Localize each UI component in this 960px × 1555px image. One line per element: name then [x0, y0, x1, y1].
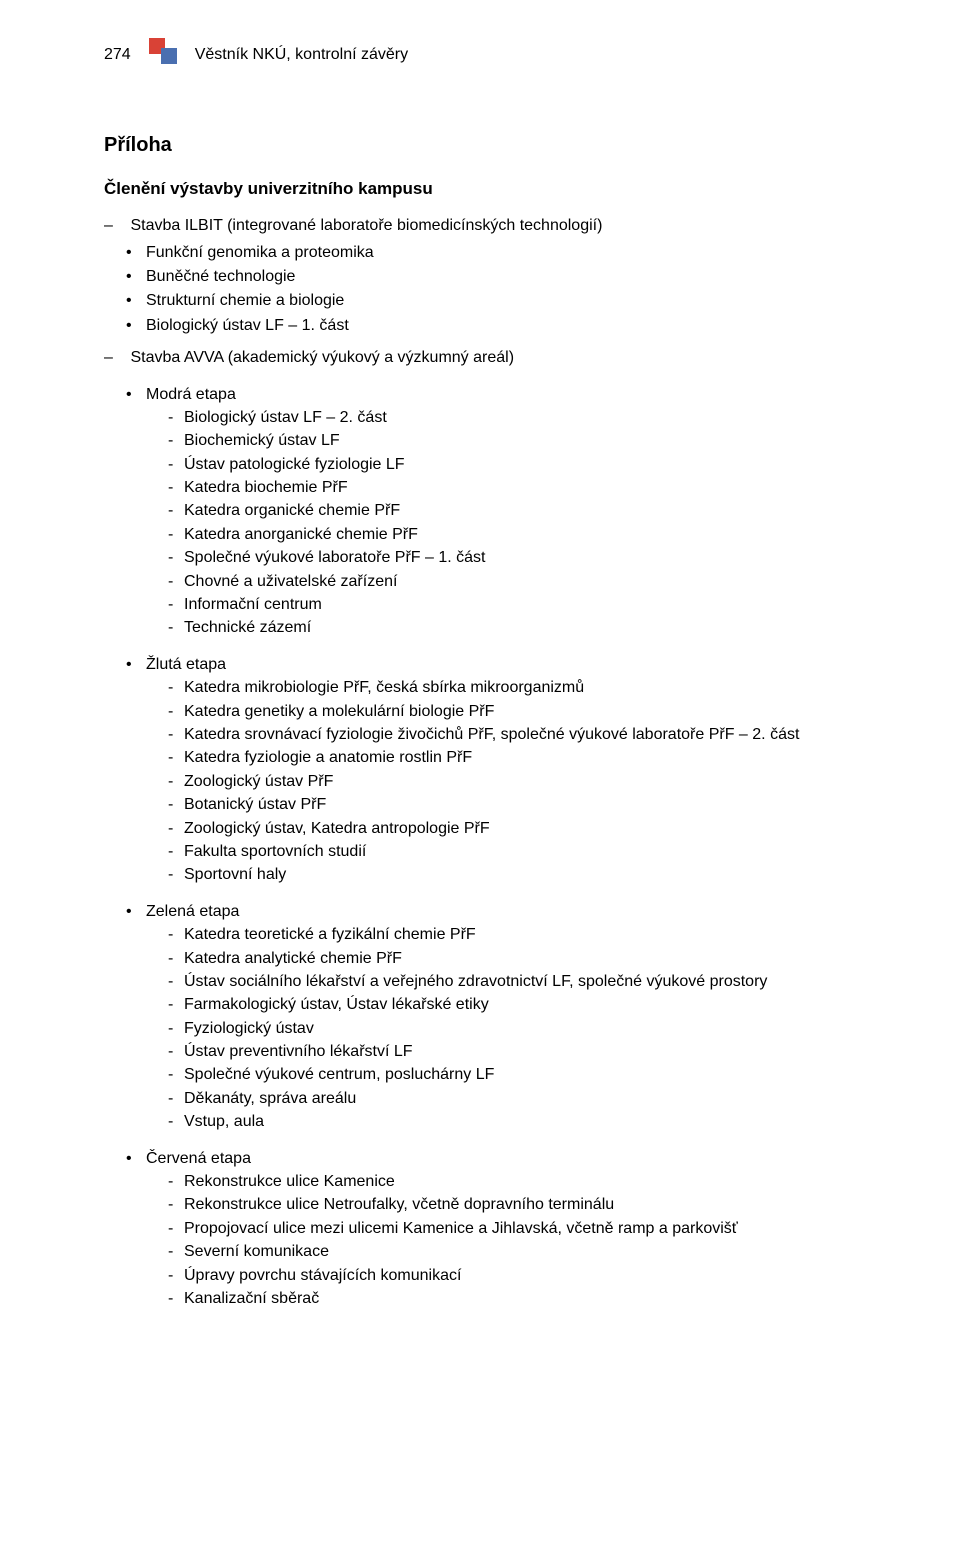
list-item: -Ústav preventivního lékařství LF: [168, 1041, 880, 1063]
list-item: -Ústav sociálního lékařství a veřejného …: [168, 971, 880, 993]
list-item: -Biochemický ústav LF: [168, 430, 880, 452]
stavba-avva: – Stavba AVVA (akademický výukový a výzk…: [104, 347, 880, 1310]
list-item: •Buněčné technologie: [126, 266, 880, 288]
list-item: -Katedra genetiky a molekulární biologie…: [168, 701, 880, 723]
page-header: 274 Věstník NKÚ, kontrolní závěry: [104, 38, 880, 71]
list-item: -Ústav patologické fyziologie LF: [168, 454, 880, 476]
list-item: -Úpravy povrchu stávajících komunikací: [168, 1265, 880, 1287]
etapa-items: -Katedra mikrobiologie PřF, česká sbírka…: [126, 677, 880, 887]
stavba2-etapy: •Modrá etapa -Biologický ústav LF – 2. č…: [104, 384, 880, 1311]
etapa-modra: •Modrá etapa -Biologický ústav LF – 2. č…: [126, 384, 880, 640]
etapa-items: -Katedra teoretické a fyzikální chemie P…: [126, 924, 880, 1134]
list-item: -Kanalizační sběrač: [168, 1288, 880, 1310]
list-item: -Severní komunikace: [168, 1241, 880, 1263]
etapa-items: -Rekonstrukce ulice Kamenice -Rekonstruk…: [126, 1171, 880, 1310]
list-item: -Sportovní haly: [168, 864, 880, 886]
logo-icon: [149, 38, 177, 71]
stavba1-items: •Funkční genomika a proteomika •Buněčné …: [104, 242, 880, 338]
list-item: -Katedra anorganické chemie PřF: [168, 524, 880, 546]
dash-bullet: –: [104, 347, 126, 369]
list-item: -Informační centrum: [168, 594, 880, 616]
etapa-label: Červená etapa: [146, 1150, 251, 1167]
list-item: -Technické zázemí: [168, 617, 880, 639]
list-item: •Funkční genomika a proteomika: [126, 242, 880, 264]
dash-bullet: –: [104, 215, 126, 237]
running-title: Věstník NKÚ, kontrolní závěry: [195, 44, 408, 66]
etapa-label: Žlutá etapa: [146, 656, 226, 673]
list-item: -Zoologický ústav PřF: [168, 771, 880, 793]
list-item: -Rekonstrukce ulice Kamenice: [168, 1171, 880, 1193]
list-item: -Katedra mikrobiologie PřF, česká sbírka…: [168, 677, 880, 699]
list-item: -Katedra organické chemie PřF: [168, 500, 880, 522]
list-item: -Vstup, aula: [168, 1111, 880, 1133]
etapa-items: -Biologický ústav LF – 2. část -Biochemi…: [126, 407, 880, 640]
list-item: -Farmakologický ústav, Ústav lékařské et…: [168, 994, 880, 1016]
list-item: -Společné výukové centrum, posluchárny L…: [168, 1064, 880, 1086]
list-item: -Fakulta sportovních studií: [168, 841, 880, 863]
etapa-zelena: •Zelená etapa -Katedra teoretické a fyzi…: [126, 901, 880, 1134]
section-title: Členění výstavby univerzitního kampusu: [104, 177, 880, 201]
etapa-zluta: •Žlutá etapa -Katedra mikrobiologie PřF,…: [126, 654, 880, 887]
list-item: -Biologický ústav LF – 2. část: [168, 407, 880, 429]
list-item: -Propojovací ulice mezi ulicemi Kamenice…: [168, 1218, 880, 1240]
list-item: -Zoologický ústav, Katedra antropologie …: [168, 818, 880, 840]
etapa-cervena: •Červená etapa -Rekonstrukce ulice Kamen…: [126, 1148, 880, 1311]
page-number: 274: [104, 44, 131, 66]
list-item: -Katedra fyziologie a anatomie rostlin P…: [168, 747, 880, 769]
etapa-label: Zelená etapa: [146, 903, 239, 920]
list-item: -Katedra analytické chemie PřF: [168, 948, 880, 970]
list-item: -Botanický ústav PřF: [168, 794, 880, 816]
list-item: -Fyziologický ústav: [168, 1018, 880, 1040]
list-item: -Katedra teoretické a fyzikální chemie P…: [168, 924, 880, 946]
stavba-label: Stavba AVVA (akademický výukový a výzkum…: [130, 349, 514, 366]
list-item: •Biologický ústav LF – 1. část: [126, 315, 880, 337]
list-item: -Katedra biochemie PřF: [168, 477, 880, 499]
list-item: -Děkanáty, správa areálu: [168, 1088, 880, 1110]
list-item: •Strukturní chemie a biologie: [126, 290, 880, 312]
top-list: – Stavba ILBIT (integrované laboratoře b…: [104, 215, 880, 1310]
list-item: -Společné výukové laboratoře PřF – 1. čá…: [168, 547, 880, 569]
stavba-label: Stavba ILBIT (integrované laboratoře bio…: [130, 217, 602, 234]
list-item: -Rekonstrukce ulice Netroufalky, včetně …: [168, 1194, 880, 1216]
list-item: -Chovné a uživatelské zařízení: [168, 571, 880, 593]
etapa-label: Modrá etapa: [146, 386, 236, 403]
stavba-ilbit: – Stavba ILBIT (integrované laboratoře b…: [104, 215, 880, 337]
list-item: -Katedra srovnávací fyziologie živočichů…: [168, 724, 880, 746]
attachment-title: Příloha: [104, 131, 880, 159]
